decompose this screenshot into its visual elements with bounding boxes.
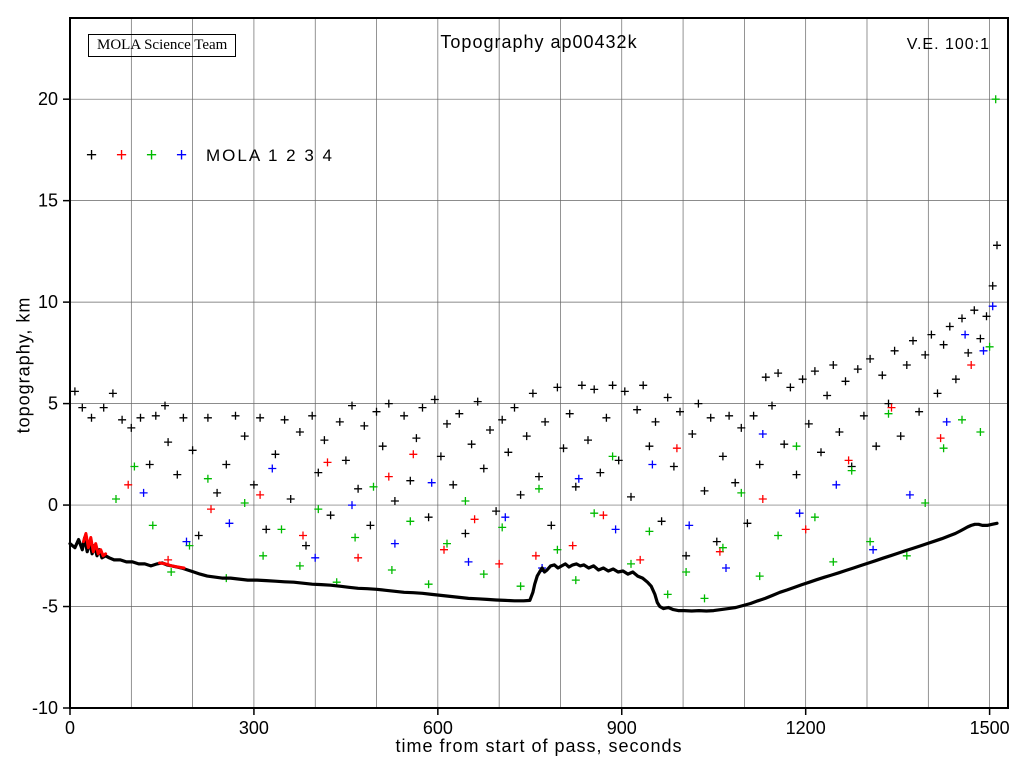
y-tick-label: 0	[48, 495, 58, 515]
y-tick-label: 5	[48, 394, 58, 414]
x-tick-label: 1500	[970, 718, 1010, 738]
mola-science-team-badge: MOLA Science Team	[88, 34, 237, 57]
y-tick-label: 15	[38, 191, 58, 211]
plot-border	[69, 17, 1009, 709]
ground-track-profile	[68, 521, 999, 613]
page-title: Topography ap00432k	[440, 32, 638, 52]
y-tick-label: 20	[38, 89, 58, 109]
x-tick-label: 600	[423, 718, 453, 738]
legend: + + + + MOLA 1 2 3 4	[86, 146, 334, 166]
ground-track-overlay	[82, 532, 108, 558]
scatter-series-mola-4	[139, 302, 997, 572]
x-tick-label: 900	[607, 718, 637, 738]
scatter-series-mola-2	[124, 361, 976, 568]
legend-marker-mola1-icon: +	[86, 145, 98, 166]
ground-track-overlay	[158, 561, 186, 570]
vertical-exaggeration-label: V.E. 100:1	[906, 36, 990, 53]
x-axis-label: time from start of pass, seconds	[395, 736, 683, 756]
scatter-series-mola-1	[70, 241, 1001, 560]
x-tick-label: 0	[65, 718, 75, 738]
legend-label: MOLA 1 2 3 4	[206, 146, 334, 165]
legend-marker-mola4-icon: +	[176, 145, 188, 166]
x-tick-label: 1200	[786, 718, 826, 738]
y-tick-label: -5	[42, 597, 58, 617]
legend-marker-mola2-icon: +	[116, 145, 128, 166]
legend-marker-mola3-icon: +	[146, 145, 158, 166]
y-tick-label: 10	[38, 292, 58, 312]
x-tick-label: 300	[239, 718, 269, 738]
scatter-series-mola-3	[112, 95, 1000, 603]
y-axis-label: topography, km	[13, 296, 34, 434]
y-tick-label: -10	[32, 698, 58, 718]
